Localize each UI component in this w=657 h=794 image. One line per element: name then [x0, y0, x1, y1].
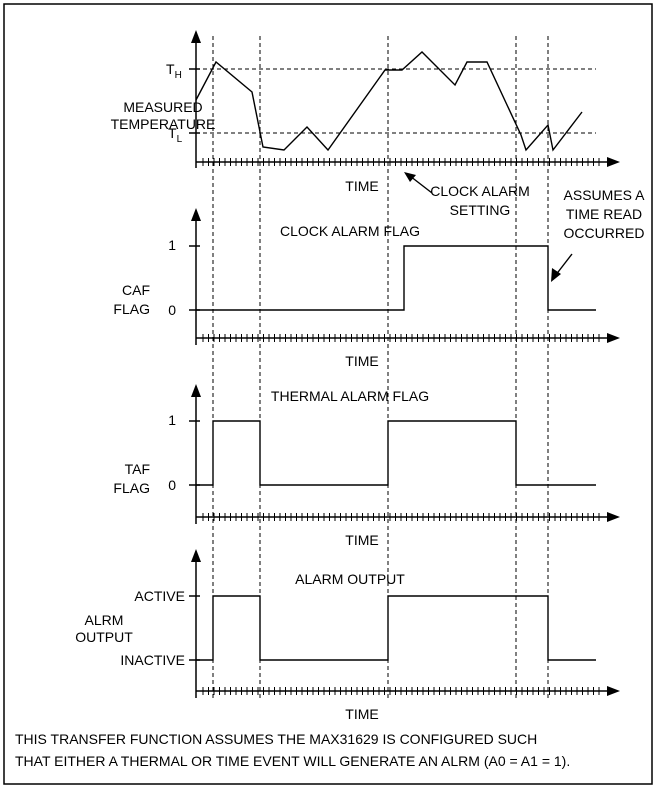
temperature-ylabel-line2: TEMPERATURE — [111, 116, 216, 132]
panel-clock-alarm-flag: CLOCK ALARM FLAG 1 0 CAF FLAG TIME ASSUM… — [113, 187, 645, 369]
axis-tick-marks — [202, 158, 600, 695]
alrm-ylabel-line2: OUTPUT — [75, 629, 133, 645]
taf-high-label: 1 — [168, 412, 176, 428]
caf-title: CLOCK ALARM FLAG — [280, 223, 420, 239]
caf-x-axis-arrow — [607, 333, 620, 343]
panel-temperature: MEASURED TEMPERATURE TH TL TIME CLOCK AL… — [111, 30, 620, 218]
alrm-ylabel-line1: ALRM — [85, 612, 124, 628]
caf-xlabel: TIME — [345, 353, 378, 369]
temperature-xlabel: TIME — [345, 178, 378, 194]
panel-alarm-output: ALARM OUTPUT ACTIVE INACTIVE ALRM OUTPUT… — [75, 549, 620, 722]
temperature-trace — [195, 51, 583, 152]
alrm-waveform — [196, 595, 596, 661]
temperature-ylabel-line1: MEASURED — [123, 99, 202, 115]
taf-low-label: 0 — [168, 477, 176, 493]
alrm-active-label: ACTIVE — [134, 588, 185, 604]
alrm-xlabel: TIME — [345, 706, 378, 722]
footnote-line1: THIS TRANSFER FUNCTION ASSUMES THE MAX31… — [15, 731, 537, 747]
caf-waveform — [196, 245, 596, 311]
outer-border — [3, 3, 653, 785]
clock-alarm-setting-leader — [409, 175, 433, 194]
time-read-arrowhead — [551, 268, 561, 282]
event-guide-lines — [212, 36, 549, 700]
caf-ylabel-line1: CAF — [122, 282, 150, 298]
panel-thermal-alarm-flag: THERMAL ALARM FLAG 1 0 TAF FLAG TIME — [113, 384, 620, 548]
caf-y-axis-arrow — [191, 208, 201, 221]
taf-xlabel: TIME — [345, 532, 378, 548]
footnote-line2: THAT EITHER A THERMAL OR TIME EVENT WILL… — [15, 753, 570, 769]
taf-y-axis-arrow — [191, 384, 201, 397]
tl-label: TL — [168, 125, 183, 145]
alrm-inactive-label: INACTIVE — [120, 652, 185, 668]
time-read-note-line1: ASSUMES A — [564, 187, 646, 203]
caf-ylabel-line2: FLAG — [113, 301, 150, 317]
taf-x-axis-arrow — [607, 512, 620, 522]
taf-ylabel-line2: FLAG — [113, 480, 150, 496]
clock-alarm-setting-arrowhead — [404, 172, 416, 182]
clock-alarm-setting-line1: CLOCK ALARM — [430, 183, 530, 199]
alrm-y-axis-arrow — [191, 549, 201, 562]
time-read-note-line3: OCCURRED — [564, 225, 645, 241]
th-label: TH — [166, 61, 182, 81]
temperature-y-axis-arrow — [191, 30, 201, 43]
caf-low-label: 0 — [168, 302, 176, 318]
alrm-title: ALARM OUTPUT — [295, 571, 405, 587]
alrm-x-axis-arrow — [607, 686, 620, 696]
temperature-x-axis-arrow — [607, 157, 620, 167]
clock-alarm-setting-line2: SETTING — [450, 202, 511, 218]
taf-title: THERMAL ALARM FLAG — [271, 388, 429, 404]
time-read-note-line2: TIME READ — [566, 206, 642, 222]
caf-high-label: 1 — [168, 237, 176, 253]
taf-waveform — [196, 420, 596, 486]
taf-ylabel-line1: TAF — [125, 461, 150, 477]
